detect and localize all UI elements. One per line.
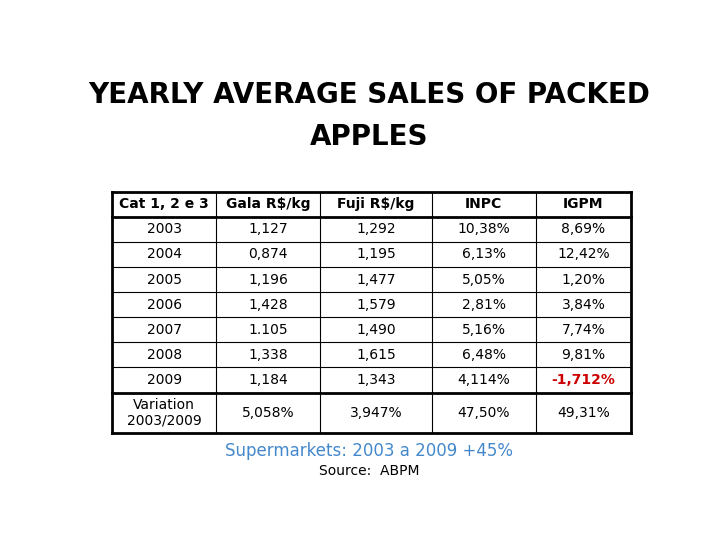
Text: APPLES: APPLES	[310, 123, 428, 151]
Bar	[536, 342, 631, 367]
Bar	[536, 242, 631, 267]
Text: 6,13%: 6,13%	[462, 247, 505, 261]
Text: 1,477: 1,477	[356, 273, 395, 287]
Text: Gala R$/kg: Gala R$/kg	[226, 197, 310, 211]
Text: Fuji R$/kg: Fuji R$/kg	[337, 197, 415, 211]
Text: 2,81%: 2,81%	[462, 298, 505, 312]
Text: 7,74%: 7,74%	[562, 323, 606, 337]
Text: 1,579: 1,579	[356, 298, 396, 312]
Text: -1,712%: -1,712%	[552, 373, 616, 387]
Text: 2005: 2005	[147, 273, 181, 287]
Text: 5,16%: 5,16%	[462, 323, 505, 337]
Text: Supermarkets: 2003 a 2009 +45%: Supermarkets: 2003 a 2009 +45%	[225, 442, 513, 460]
Bar	[112, 292, 216, 317]
Bar	[216, 367, 320, 393]
Text: 1,195: 1,195	[356, 247, 396, 261]
Text: 2006: 2006	[147, 298, 181, 312]
Bar	[536, 192, 631, 217]
Bar	[320, 242, 432, 267]
Text: 1,490: 1,490	[356, 323, 396, 337]
Bar	[432, 393, 536, 433]
Bar	[112, 393, 216, 433]
Text: Source:  ABPM: Source: ABPM	[319, 464, 419, 478]
Text: 3,947%: 3,947%	[350, 406, 402, 420]
Bar	[216, 192, 320, 217]
Text: 0,874: 0,874	[248, 247, 288, 261]
Bar	[216, 242, 320, 267]
Bar	[216, 317, 320, 342]
Bar	[536, 367, 631, 393]
Bar	[320, 367, 432, 393]
Bar	[432, 292, 536, 317]
Bar	[320, 192, 432, 217]
Bar	[216, 393, 320, 433]
Bar	[320, 217, 432, 242]
Bar	[432, 192, 536, 217]
Text: 49,31%: 49,31%	[557, 406, 610, 420]
Bar	[320, 393, 432, 433]
Bar	[536, 267, 631, 292]
Bar	[320, 317, 432, 342]
Text: 2009: 2009	[147, 373, 181, 387]
Bar	[112, 317, 216, 342]
Bar	[432, 242, 536, 267]
Text: 1,196: 1,196	[248, 273, 288, 287]
Text: 1,615: 1,615	[356, 348, 396, 362]
Bar	[536, 393, 631, 433]
Bar	[432, 217, 536, 242]
Text: 1,127: 1,127	[248, 222, 288, 237]
Text: 1,292: 1,292	[356, 222, 396, 237]
Text: 1,343: 1,343	[356, 373, 395, 387]
Bar	[536, 317, 631, 342]
Text: 1,338: 1,338	[248, 348, 288, 362]
Bar	[216, 267, 320, 292]
Text: 1,20%: 1,20%	[562, 273, 606, 287]
Text: IGPM: IGPM	[563, 197, 603, 211]
Text: 9,81%: 9,81%	[562, 348, 606, 362]
Text: 4,114%: 4,114%	[457, 373, 510, 387]
Bar	[320, 267, 432, 292]
Bar	[112, 242, 216, 267]
Text: Cat 1, 2 e 3: Cat 1, 2 e 3	[120, 197, 209, 211]
Text: 2003: 2003	[147, 222, 181, 237]
Text: 1,184: 1,184	[248, 373, 288, 387]
Text: 8,69%: 8,69%	[562, 222, 606, 237]
Bar	[112, 217, 216, 242]
Bar	[536, 217, 631, 242]
Bar	[112, 267, 216, 292]
Text: YEARLY AVERAGE SALES OF PACKED: YEARLY AVERAGE SALES OF PACKED	[88, 82, 650, 110]
Text: 2008: 2008	[147, 348, 181, 362]
Bar	[432, 317, 536, 342]
Bar	[216, 217, 320, 242]
Bar	[112, 367, 216, 393]
Bar	[432, 367, 536, 393]
Text: 5,058%: 5,058%	[242, 406, 294, 420]
Text: 3,84%: 3,84%	[562, 298, 606, 312]
Text: 2007: 2007	[147, 323, 181, 337]
Text: 12,42%: 12,42%	[557, 247, 610, 261]
Bar	[216, 292, 320, 317]
Text: 10,38%: 10,38%	[457, 222, 510, 237]
Text: 1.105: 1.105	[248, 323, 288, 337]
Bar	[320, 292, 432, 317]
Text: 6,48%: 6,48%	[462, 348, 505, 362]
Bar	[536, 292, 631, 317]
Bar	[112, 342, 216, 367]
Bar	[432, 342, 536, 367]
Bar	[112, 192, 216, 217]
Text: 47,50%: 47,50%	[457, 406, 510, 420]
Bar	[432, 267, 536, 292]
Text: 5,05%: 5,05%	[462, 273, 505, 287]
Bar	[216, 342, 320, 367]
Text: Variation
2003/2009: Variation 2003/2009	[127, 397, 202, 428]
Text: 2004: 2004	[147, 247, 181, 261]
Text: INPC: INPC	[465, 197, 503, 211]
Text: 1,428: 1,428	[248, 298, 288, 312]
Bar	[320, 342, 432, 367]
